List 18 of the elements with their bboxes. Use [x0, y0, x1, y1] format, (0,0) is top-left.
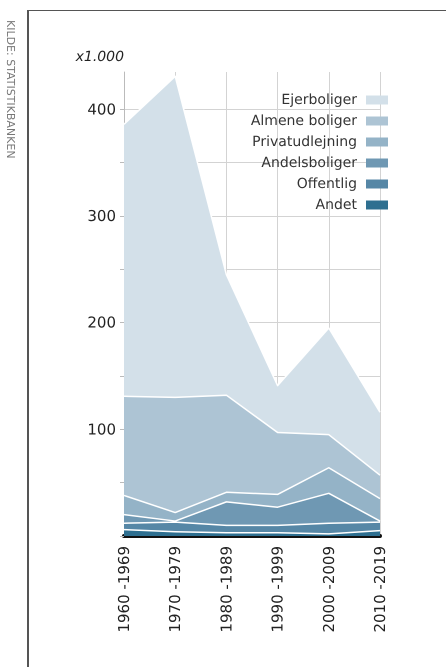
legend-label: Ejerboliger [281, 92, 358, 108]
legend-label: Privatudlejning [252, 134, 357, 150]
y-tick-label: 300 [87, 207, 116, 225]
legend-label: Andet [316, 197, 358, 213]
y-tick-label: 100 [87, 420, 116, 438]
x-tick-label: 1980 -1989 [217, 546, 236, 633]
y-tick-label: 400 [87, 100, 116, 118]
x-tick-label: 2000 -2009 [320, 546, 338, 633]
x-tick-label: 1990 -1999 [268, 546, 287, 633]
legend-label: Offentlig [296, 176, 357, 192]
y-axis-title: x1.000 [74, 49, 124, 65]
y-tick-label: 200 [87, 314, 116, 332]
x-tick-label: 1960 -1969 [115, 546, 133, 633]
text: KILDE: STATISTIKBANKEN [4, 20, 17, 159]
x-tick-label: 2010 -2019 [371, 546, 389, 633]
legend-label: Almene boliger [250, 113, 358, 129]
x-tick-label: 1970 -1979 [166, 546, 184, 633]
legend-label: Andelsboliger [261, 155, 358, 171]
